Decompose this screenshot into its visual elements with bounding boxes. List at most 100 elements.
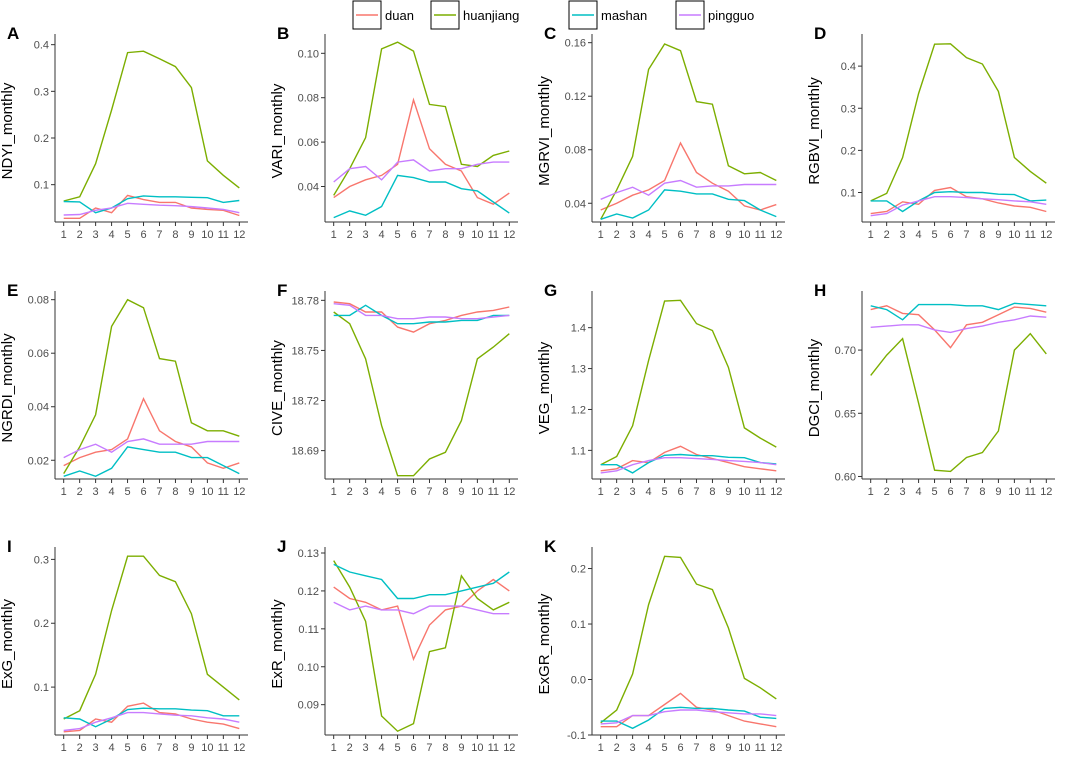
x-tick-label: 4	[379, 229, 385, 241]
y-tick-label: -0.1	[567, 730, 586, 742]
y-tick-label: 0.60	[835, 471, 856, 483]
series-line-duan	[63, 396, 240, 470]
series-line-pingguo	[63, 438, 240, 459]
x-tick-label: 1	[61, 742, 67, 754]
x-tick-label: 6	[947, 486, 953, 498]
x-tick-label: 7	[426, 486, 432, 498]
x-tick-label: 2	[614, 486, 620, 498]
y-tick-label: 18.72	[291, 396, 319, 408]
y-tick-label: 0.04	[28, 402, 49, 414]
y-tick-label: 0.02	[28, 455, 49, 467]
series-line-huanjiang	[870, 332, 1047, 473]
x-tick-label: 11	[488, 229, 499, 241]
y-tick-label: 0.10	[298, 48, 319, 60]
legend-label-pingguo: pingguo	[708, 8, 754, 23]
x-tick-label: 3	[93, 486, 99, 498]
series-line-mashan	[600, 453, 777, 474]
panel-letter: I	[7, 537, 12, 556]
y-axis-title: DGCI_monthly	[806, 338, 823, 437]
x-tick-label: 3	[630, 486, 636, 498]
x-tick-label: 5	[124, 229, 130, 241]
panel-D: D0.10.20.30.41 2 3 4 5 6 7 8 9 10 11 12RGBVI_monthl…	[806, 24, 1055, 241]
panel-letter: F	[277, 281, 287, 300]
x-tick-label: 10	[738, 486, 750, 498]
x-tick-label: 10	[471, 742, 483, 754]
y-tick-label: 0.13	[298, 548, 319, 560]
x-tick-label: 2	[614, 229, 620, 241]
panel-letter: J	[277, 537, 286, 556]
x-tick-label: 6	[140, 229, 146, 241]
x-tick-label: 3	[630, 742, 636, 754]
x-tick-label: 11	[1025, 486, 1036, 498]
series-line-duan	[63, 702, 240, 733]
y-tick-label: 0.08	[565, 145, 586, 157]
x-tick-label: 7	[693, 229, 699, 241]
y-axis-title: VEG_monthly	[536, 341, 553, 434]
series-line-duan	[870, 305, 1047, 349]
x-tick-label: 11	[755, 742, 766, 754]
panel-letter: G	[544, 281, 557, 300]
x-tick-label: 6	[140, 486, 146, 498]
x-tick-label: 8	[709, 742, 715, 754]
series-line-mashan	[870, 190, 1047, 213]
x-tick-label: 5	[661, 742, 667, 754]
y-tick-label: 0.2	[571, 564, 586, 576]
y-tick-label: 1.3	[571, 364, 586, 376]
x-tick-label: 10	[201, 229, 213, 241]
series-line-huanjiang	[600, 299, 777, 466]
x-tick-label: 9	[725, 486, 731, 498]
x-tick-label: 3	[900, 229, 906, 241]
panel-letter: B	[277, 24, 289, 43]
x-tick-label: 3	[93, 742, 99, 754]
x-tick-label: 10	[471, 229, 483, 241]
x-tick-label: 9	[458, 742, 464, 754]
panel-E: E0.020.040.060.081 2 3 4 5 6 7 8 9 10 11 12NGRDI_mo…	[0, 281, 248, 498]
series-line-huanjiang	[600, 555, 777, 724]
panel-C: C0.040.080.120.161 2 3 4 5 6 7 8 9 10 11 12MGRVI_mo…	[536, 24, 785, 241]
x-tick-label: 2	[347, 229, 353, 241]
x-tick-label: 3	[900, 486, 906, 498]
x-tick-label: 2	[77, 229, 83, 241]
x-tick-label: 6	[410, 486, 416, 498]
x-tick-label: 8	[709, 486, 715, 498]
x-tick-label: 4	[646, 486, 652, 498]
x-tick-label: 12	[770, 486, 782, 498]
x-tick-label: 8	[442, 742, 448, 754]
x-tick-label: 3	[363, 742, 369, 754]
series-line-mashan	[63, 707, 240, 728]
y-tick-label: 0.1	[841, 188, 856, 200]
x-tick-label: 6	[677, 229, 683, 241]
y-axis-title: NDYI_monthly	[0, 82, 16, 179]
x-tick-label: 6	[410, 742, 416, 754]
x-tick-label: 9	[995, 229, 1001, 241]
x-tick-label: 2	[884, 229, 890, 241]
x-tick-label: 12	[233, 486, 245, 498]
x-tick-label: 7	[426, 229, 432, 241]
x-tick-label: 1	[598, 229, 604, 241]
series-line-duan	[333, 97, 510, 205]
y-axis-title: MGRVI_monthly	[536, 76, 553, 186]
x-tick-label: 4	[916, 229, 922, 241]
x-tick-label: 7	[963, 486, 969, 498]
panel-letter: E	[7, 281, 18, 300]
y-axis-title: RGBVI_monthly	[806, 77, 823, 185]
y-axis-title: ExR_monthly	[269, 599, 286, 689]
y-tick-label: 0.04	[298, 181, 319, 193]
x-tick-label: 4	[916, 486, 922, 498]
x-tick-label: 10	[471, 486, 483, 498]
y-tick-label: 0.3	[34, 554, 49, 566]
panel-letter: K	[544, 537, 557, 556]
x-tick-label: 9	[188, 486, 194, 498]
chart-panels: A0.10.20.30.41 2 3 4 5 6 7 8 9 10 11 12NDYI_monthly…	[0, 24, 1055, 754]
x-tick-label: 9	[188, 742, 194, 754]
x-tick-label: 4	[109, 742, 115, 754]
x-tick-label: 5	[394, 486, 400, 498]
x-tick-label: 7	[426, 742, 432, 754]
y-tick-label: 0.3	[841, 103, 856, 115]
series-line-duan	[333, 301, 510, 333]
series-line-mashan	[600, 189, 777, 220]
x-tick-label: 4	[379, 486, 385, 498]
